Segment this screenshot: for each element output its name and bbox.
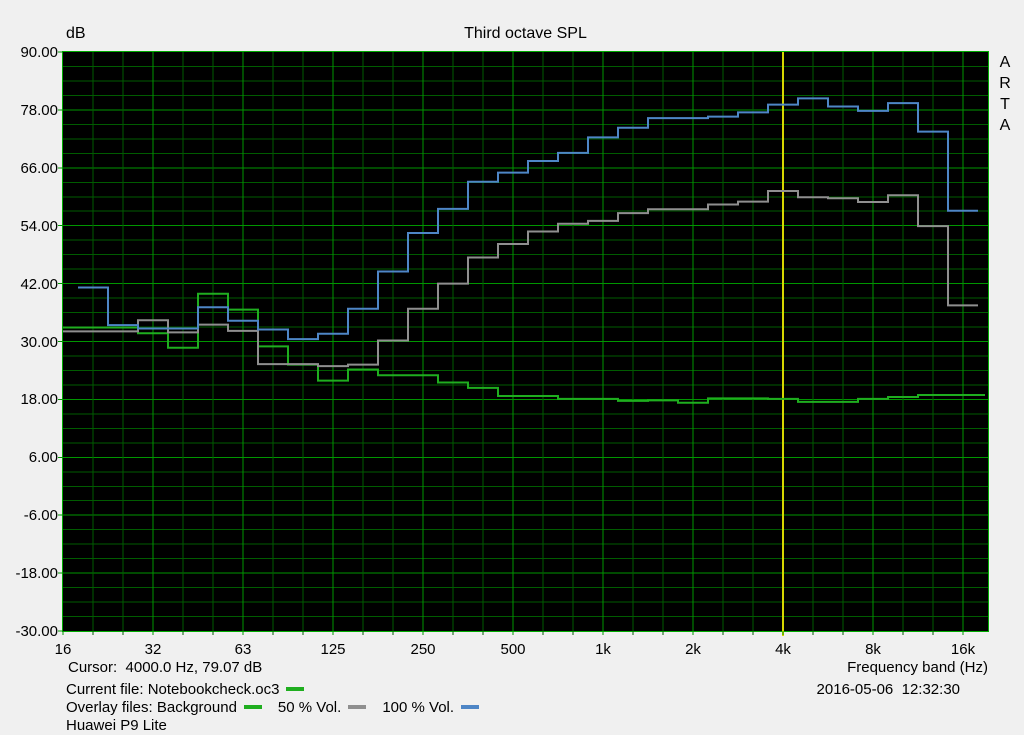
current-file-label: Current file: Notebookcheck.oc3 <box>66 681 280 698</box>
cursor-readout: Cursor: 4000.0 Hz, 79.07 dB <box>68 659 263 676</box>
spl-chart-canvas <box>58 51 988 636</box>
y-tick-label: -30.00 <box>15 623 58 640</box>
x-tick-label: 32 <box>144 641 162 658</box>
current-file-color-dash <box>286 687 305 692</box>
arta-letter: T <box>1000 96 1010 113</box>
x-tick-label: 8k <box>865 641 881 658</box>
chart-title: Third octave SPL <box>464 25 587 42</box>
arta-letter: R <box>999 75 1011 92</box>
y-tick-label: 6.00 <box>28 449 58 467</box>
x-tick-label: 500 <box>500 641 526 658</box>
series-100-vol- <box>78 97 978 341</box>
vol100-color-dash <box>461 705 480 710</box>
arta-letter: A <box>999 54 1011 71</box>
series-background <box>63 292 985 404</box>
x-axis-title: Frequency band (Hz) <box>847 659 988 676</box>
background-color-dash <box>243 705 262 710</box>
x-tick-label: 16k <box>950 641 976 658</box>
y-tick-label: 90.00 <box>20 44 58 61</box>
arta-letter: A <box>999 117 1011 134</box>
y-tick-label: 54.00 <box>20 217 58 235</box>
overlay-files-row: Overlay files: Background 50 % Vol. 100 % … <box>66 699 483 716</box>
datetime-label: 2016-05-06 12:32:30 <box>816 681 960 698</box>
series-50-vol- <box>63 189 978 368</box>
x-tick-label: 250 <box>410 641 436 658</box>
y-tick-label: -18.00 <box>15 565 58 583</box>
y-tick-label: 78.00 <box>20 101 58 119</box>
x-tick-label: 1k <box>595 641 611 658</box>
y-tick-label: 18.00 <box>20 391 58 409</box>
x-tick-label: 2k <box>685 641 701 658</box>
y-tick-label: 30.00 <box>20 333 58 351</box>
overlay-files-label: Overlay files: Background <box>66 699 237 716</box>
current-file-row: Current file: Notebookcheck.oc3 <box>66 681 308 698</box>
x-tick-label: 16 <box>54 641 72 658</box>
vol50-color-dash <box>348 705 367 710</box>
y-axis-unit-label: dB <box>66 25 86 42</box>
device-name-label: Huawei P9 Lite <box>66 717 167 734</box>
y-tick-label: 66.00 <box>20 159 58 177</box>
x-tick-label: 4k <box>775 641 791 658</box>
overlay-100-label: 100 % Vol. <box>382 699 455 716</box>
x-tick-label: 63 <box>234 641 252 658</box>
spl-plot-area[interactable] <box>58 51 989 636</box>
y-tick-label: -6.00 <box>23 507 58 525</box>
overlay-50-label: 50 % Vol. <box>277 699 342 716</box>
x-tick-label: 125 <box>320 641 346 658</box>
y-tick-label: 42.00 <box>20 275 58 293</box>
